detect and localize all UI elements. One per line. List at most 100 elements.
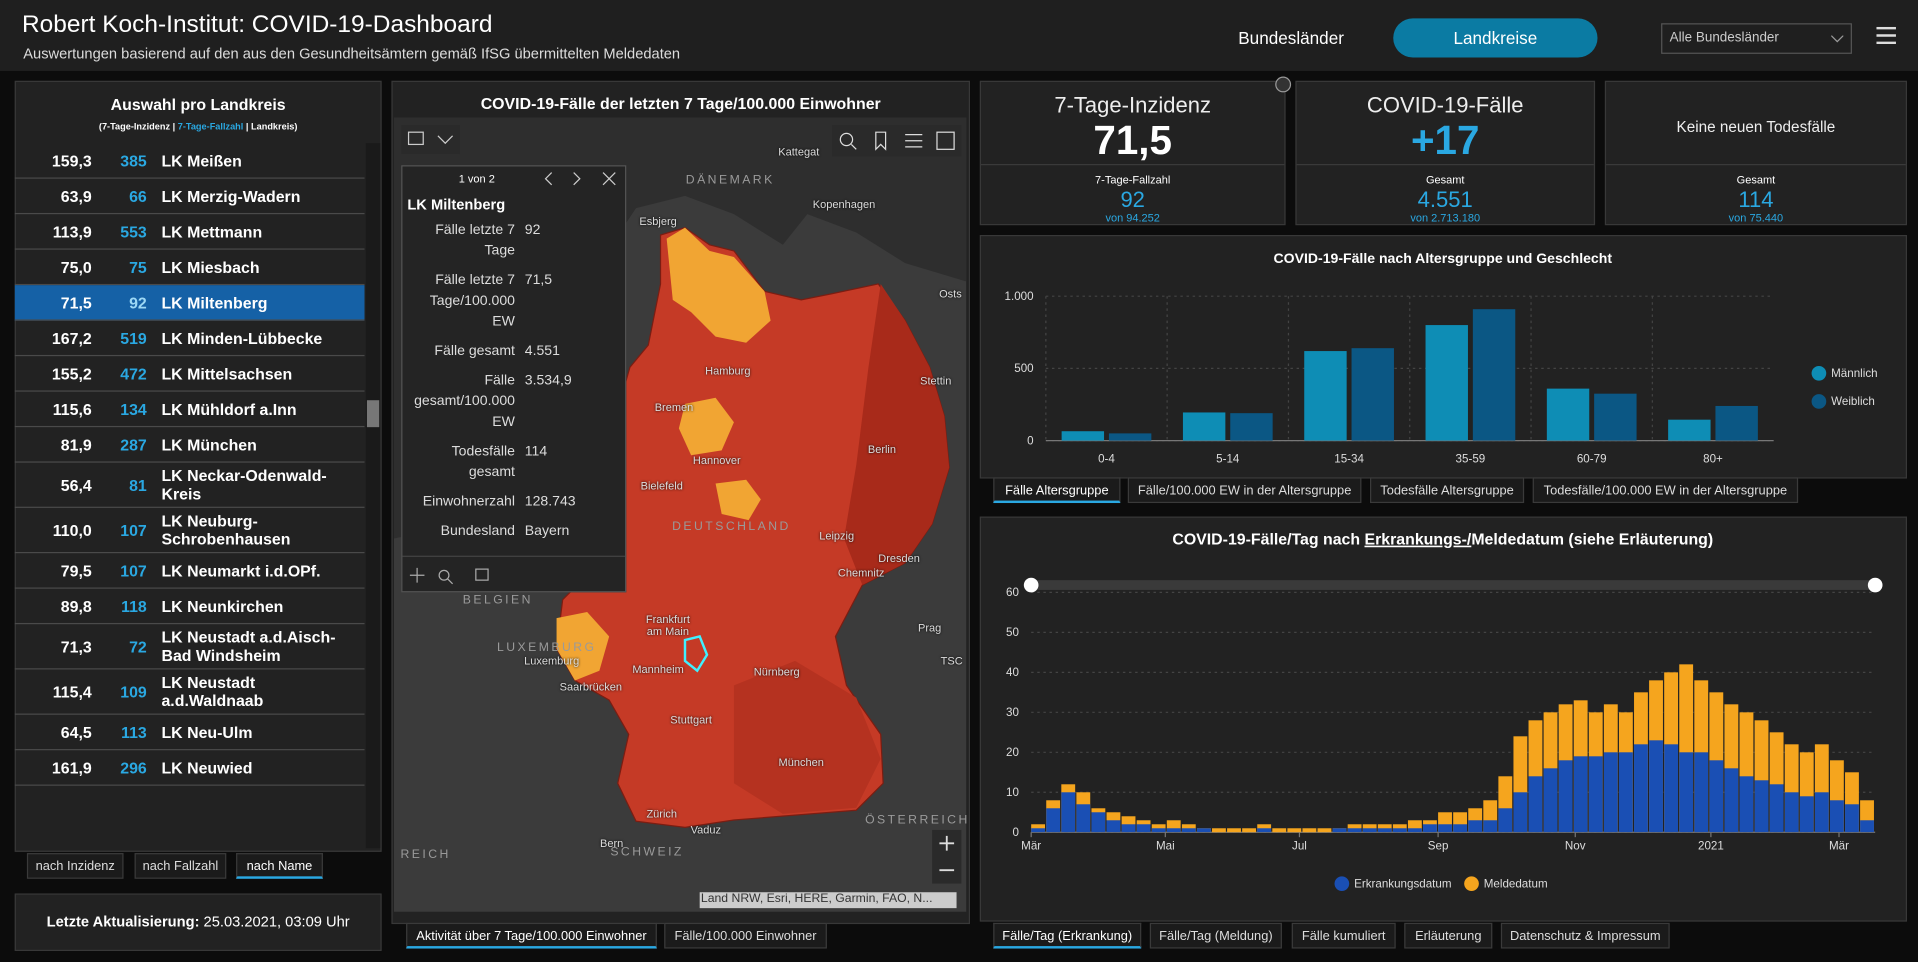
y-tick-label: 50 (1006, 626, 1019, 639)
list-row[interactable]: 81,9 287 LK München (14, 427, 365, 463)
bar (1694, 752, 1709, 833)
district-name: LK Merzig-Wadern (161, 186, 301, 206)
bar (1498, 808, 1513, 833)
selected-district (683, 634, 709, 673)
chart-tab[interactable]: Fälle/100.000 EW in der Altersgruppe (1127, 477, 1362, 504)
kpi-box: 7-Tage-Inzidenz 71,5 7-Tage-Fallzahl 92 von … (979, 80, 1286, 226)
kpi-value: +17 (1410, 117, 1480, 163)
legend-part: | Landkreis) (243, 121, 298, 133)
field-label: Fälle letzte 7 Tage (435, 222, 515, 259)
y-tick-label: 60 (1006, 586, 1019, 599)
nav-button[interactable]: Landkreise (1393, 18, 1598, 58)
list-row[interactable]: 75,0 75 LK Miesbach (14, 250, 365, 286)
list-row[interactable]: 56,4 81 LK Neckar-Odenwald-Kreis (14, 463, 365, 508)
chart-tab[interactable]: Todesfälle Altersgruppe (1369, 477, 1525, 504)
age-chart: COVID-19-Fälle nach Altersgruppe und Ges… (1005, 250, 1878, 466)
popup-pager: 1 von 2 (458, 172, 495, 185)
x-tick-label: Mär (1829, 839, 1849, 852)
chart-tab[interactable]: Datenschutz & Impressum (1500, 922, 1670, 949)
bar (1392, 828, 1407, 833)
region (556, 611, 610, 681)
map-label: Mannheim (632, 663, 684, 676)
bar (1472, 309, 1516, 441)
scrollbar[interactable] (365, 143, 381, 849)
popup-title: LK Miltenberg (407, 195, 506, 213)
x-tick-label: Mai (1156, 839, 1175, 852)
region (733, 660, 881, 814)
map-label: DÄNEMARK (685, 173, 775, 188)
panel-legend: (7-Tage-Inzidenz | 7-Tage-Fallzahl | Lan… (16, 121, 381, 132)
x-tick-label: 5-14 (1216, 453, 1240, 466)
kpi-sub-value: 4.551 (1417, 187, 1473, 212)
popup-nav[interactable] (537, 171, 623, 186)
district-name: LK München (161, 435, 257, 454)
bar (1347, 828, 1362, 833)
menu-icon[interactable] (1876, 26, 1896, 45)
list-row[interactable]: 161,9 296 LK Neuwied (14, 750, 365, 786)
bar (1182, 412, 1226, 441)
zoom-controls[interactable] (932, 829, 962, 884)
sort-button[interactable]: nach Name (236, 853, 323, 879)
list-row[interactable]: 89,8 118 LK Neunkirchen (14, 589, 365, 625)
bar (1425, 325, 1468, 441)
sort-button[interactable]: nach Inzidenz (26, 853, 124, 879)
bar (1377, 828, 1392, 833)
map-label: Stuttgart (670, 713, 712, 726)
incidence: 75,0 (60, 257, 92, 276)
case-count: 109 (120, 682, 147, 701)
popup-divider (402, 555, 626, 557)
incidence: 167,2 (51, 328, 92, 347)
y-tick-label: 30 (1006, 706, 1019, 719)
list-row[interactable]: 64,5 113 LK Neu-Ulm (14, 715, 365, 751)
x-tick-label: 60-79 (1577, 453, 1607, 466)
district-name: LK Neustadt a.d.Waldnaab (161, 673, 264, 710)
list-row[interactable]: 71,5 92 LK Miltenberg (14, 285, 365, 321)
expand-icon[interactable] (1275, 76, 1292, 93)
bar (1061, 792, 1076, 833)
list-row[interactable]: 113,9 553 LK Mettmann (14, 214, 365, 250)
list-row[interactable]: 63,9 66 LK Merzig-Wadern (14, 179, 365, 215)
map-label: Prag (918, 621, 942, 634)
list-row[interactable]: 79,5 107 LK Neumarkt i.d.OPf. (14, 553, 365, 589)
map-label: BELGIEN (462, 593, 533, 608)
field-label: Einwohnerzahl (422, 494, 515, 510)
popup-tools[interactable] (409, 565, 508, 585)
list-row[interactable]: 159,3 385 LK Meißen (14, 143, 365, 179)
chart-tab[interactable]: Fälle Altersgruppe (993, 477, 1121, 504)
bar (1392, 824, 1407, 833)
district-name: LK Neustadt a.d.Aisch-Bad Windsheim (161, 627, 336, 665)
region (666, 227, 771, 343)
bar (1407, 820, 1422, 833)
incidence: 63,9 (60, 186, 92, 206)
chart-tab[interactable]: Erläuterung (1404, 922, 1493, 949)
sort-button[interactable]: nach Fallzahl (134, 853, 227, 879)
nav-button[interactable]: Bundesländer (1238, 28, 1344, 48)
list-row[interactable]: 110,0 107 LK Neuburg-Schrobenhausen (14, 508, 365, 554)
list-row[interactable]: 115,4 109 LK Neustadt a.d.Waldnaab (14, 669, 365, 715)
bar (1528, 776, 1543, 833)
chart-tab[interactable]: Fälle/Tag (Erkrankung) (993, 922, 1142, 949)
map-tab[interactable]: Fälle/100.000 Einwohner (664, 922, 827, 949)
map-label: Vaduz (690, 823, 721, 836)
bar (1031, 828, 1046, 833)
legend-swatch (1334, 876, 1350, 892)
y-tick-label: 20 (1006, 746, 1019, 759)
chart-tab[interactable]: Fälle/Tag (Meldung) (1149, 922, 1282, 949)
chart-tab[interactable]: Fälle kumuliert (1291, 922, 1396, 949)
map-tools[interactable] (401, 124, 460, 155)
list-row[interactable]: 71,3 72 LK Neustadt a.d.Aisch-Bad Windshei… (14, 624, 365, 670)
case-count: 72 (129, 637, 147, 656)
scroll-thumb[interactable] (366, 400, 380, 428)
x-tick-label: Mär (1021, 839, 1041, 852)
dropdown[interactable]: Alle Bundesländer (1661, 23, 1852, 54)
list-row[interactable]: 115,6 134 LK Mühldorf a.Inn (14, 392, 365, 428)
panel-title: Auswahl pro Landkreis (110, 95, 286, 114)
chart-tab[interactable]: Todesfälle/100.000 EW in der Altersgrupp… (1532, 477, 1799, 504)
incidence: 159,3 (51, 151, 92, 170)
list-row[interactable]: 167,2 519 LK Minden-Lübbecke (14, 321, 365, 357)
list-row[interactable]: 155,2 472 LK Mittelsachsen (14, 356, 365, 392)
bar (1166, 820, 1181, 833)
map-toolbar[interactable] (831, 124, 962, 157)
map-tab[interactable]: Aktivität über 7 Tage/100.000 Einwohner (406, 922, 657, 949)
